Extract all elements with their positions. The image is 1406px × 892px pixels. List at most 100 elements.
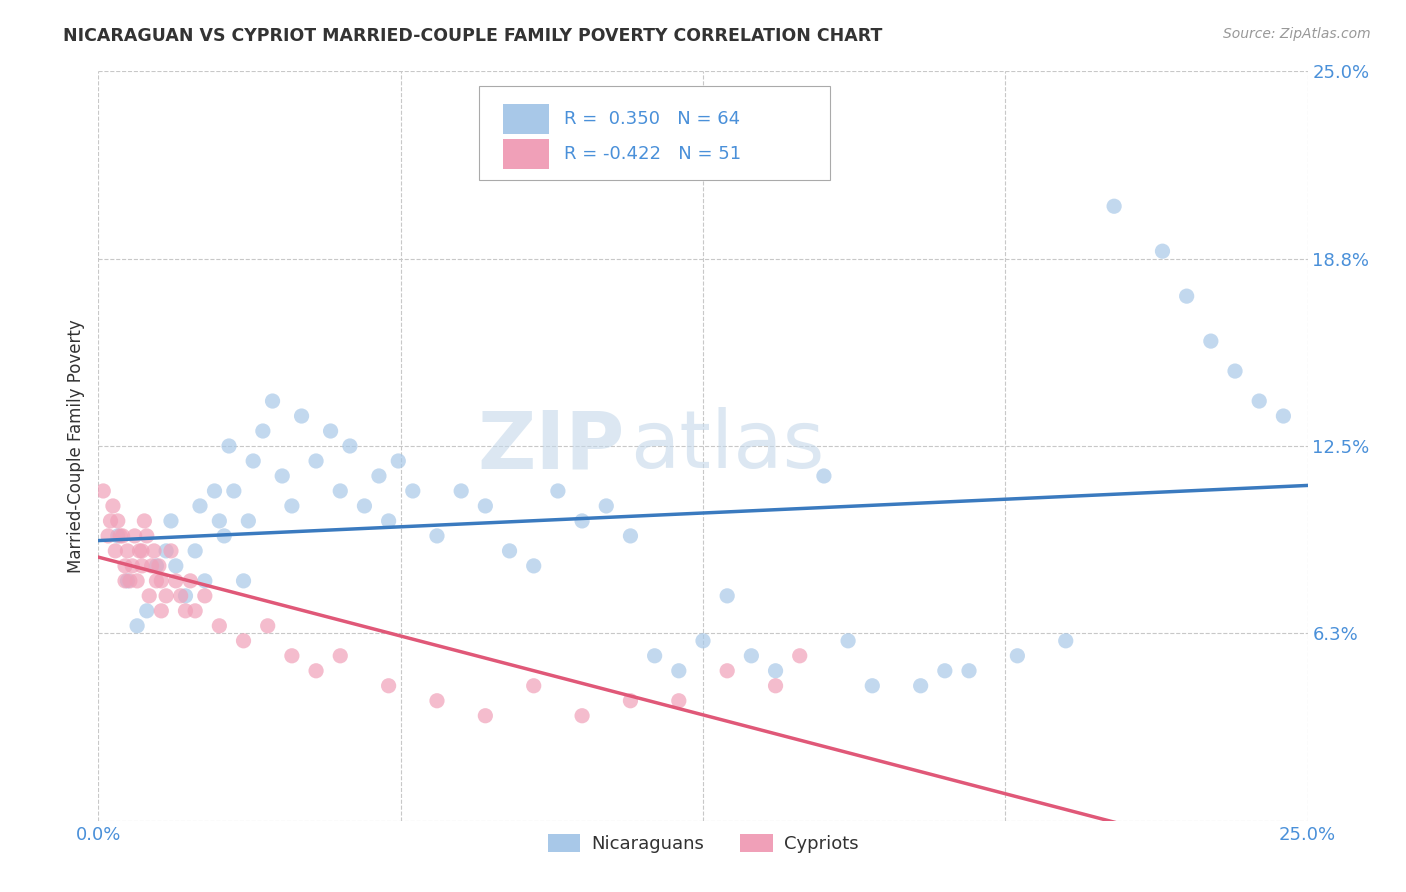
Point (668, 664, 690, 678)
Point (957, 664, 980, 678)
Point (644, 648, 666, 663)
Point (184, 544, 207, 558)
Point (765, 664, 787, 678)
Point (174, 604, 197, 618)
Point (256, 619, 278, 633)
Text: Source: ZipAtlas.com: Source: ZipAtlas.com (1223, 27, 1371, 41)
Point (319, 424, 342, 438)
Point (1272, 409, 1295, 423)
Point (204, 483, 226, 498)
Point (100, 514, 122, 528)
Point (837, 633, 859, 648)
Y-axis label: Married-Couple Family Poverty: Married-Couple Family Poverty (66, 319, 84, 573)
Point (474, 499, 496, 513)
Point (165, 558, 187, 573)
Point (329, 648, 352, 663)
Point (1007, 648, 1029, 663)
Point (222, 483, 245, 498)
Point (148, 558, 170, 573)
Point (1199, 334, 1222, 348)
Point (114, 574, 136, 588)
Point (160, 544, 183, 558)
Point (155, 589, 177, 603)
Point (426, 694, 449, 708)
Point (765, 679, 787, 693)
Point (97, 529, 120, 543)
Point (402, 483, 425, 498)
Point (118, 574, 141, 588)
Point (91, 483, 114, 498)
Point (789, 648, 811, 663)
Point (150, 604, 173, 618)
Point (134, 514, 156, 528)
Point (135, 604, 157, 618)
Point (271, 469, 294, 483)
Point (208, 514, 231, 528)
Point (595, 499, 617, 513)
Point (860, 679, 883, 693)
Point (910, 679, 932, 693)
Point (131, 558, 153, 573)
Point (169, 589, 191, 603)
Point (716, 664, 738, 678)
Point (523, 679, 546, 693)
Point (740, 648, 762, 663)
Point (150, 574, 173, 588)
Point (128, 544, 150, 558)
Point (145, 558, 167, 573)
Point (232, 574, 254, 588)
Point (547, 483, 569, 498)
Point (377, 679, 399, 693)
Point (101, 499, 124, 513)
Point (165, 574, 187, 588)
Text: R =  0.350   N = 64: R = 0.350 N = 64 (564, 110, 740, 128)
Point (242, 454, 264, 468)
Point (668, 694, 690, 708)
Bar (503, 139, 550, 169)
Point (1054, 633, 1077, 648)
Point (523, 558, 546, 573)
Point (135, 529, 157, 543)
FancyBboxPatch shape (479, 87, 830, 180)
Point (194, 574, 217, 588)
Point (131, 544, 153, 558)
Point (114, 558, 136, 573)
Point (179, 574, 201, 588)
Text: NICARAGUAN VS CYPRIOT MARRIED-COUPLE FAMILY POVERTY CORRELATION CHART: NICARAGUAN VS CYPRIOT MARRIED-COUPLE FAM… (63, 27, 883, 45)
Point (387, 454, 409, 468)
Point (238, 514, 260, 528)
Point (174, 589, 197, 603)
Point (143, 544, 166, 558)
Point (117, 574, 139, 588)
Point (339, 439, 361, 453)
Point (121, 558, 143, 573)
Point (1223, 364, 1246, 378)
Point (124, 529, 146, 543)
Text: atlas: atlas (630, 407, 825, 485)
Point (377, 514, 399, 528)
Point (218, 439, 240, 453)
Legend: Nicaraguans, Cypriots: Nicaraguans, Cypriots (541, 827, 865, 860)
Text: R = -0.422   N = 51: R = -0.422 N = 51 (564, 145, 741, 162)
Point (194, 589, 217, 603)
Point (353, 499, 375, 513)
Point (716, 589, 738, 603)
Point (368, 469, 391, 483)
Point (498, 544, 520, 558)
Point (188, 499, 211, 513)
Point (305, 664, 328, 678)
Point (281, 499, 304, 513)
Point (138, 589, 160, 603)
Point (934, 664, 956, 678)
Point (127, 574, 149, 588)
Point (208, 619, 231, 633)
Point (329, 483, 352, 498)
Point (571, 514, 593, 528)
Point (290, 409, 312, 423)
Point (107, 514, 129, 528)
Point (232, 633, 254, 648)
Point (619, 694, 641, 708)
Point (305, 454, 328, 468)
Point (107, 529, 129, 543)
Point (1102, 199, 1125, 213)
